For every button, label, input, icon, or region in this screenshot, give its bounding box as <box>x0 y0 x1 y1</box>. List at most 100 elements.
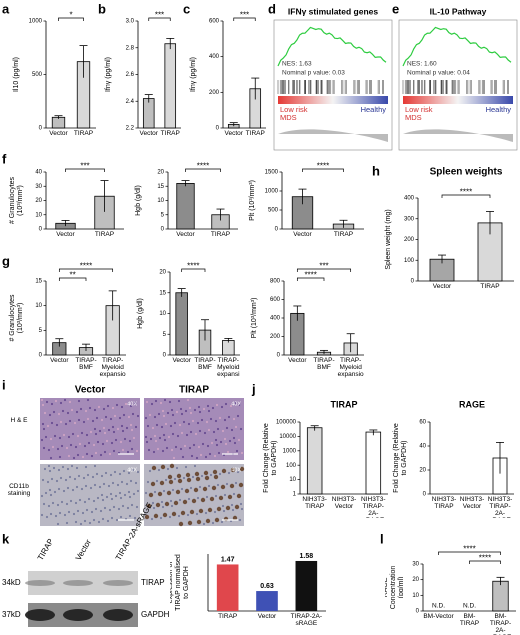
cell <box>110 516 114 520</box>
cell <box>208 452 212 456</box>
cell <box>236 414 240 418</box>
cell <box>94 451 98 455</box>
cell <box>112 449 116 453</box>
x-tick-label-box: BM-TIRAP-2A-sRAGE <box>490 613 512 635</box>
y-axis-label: # Granulocytes (10³/mm³) <box>9 294 24 342</box>
x-tick-label-box: Vector <box>140 130 158 137</box>
cell <box>75 410 79 414</box>
cell <box>103 431 107 435</box>
lane-label: TIRAP <box>36 537 56 562</box>
cell <box>157 412 161 416</box>
cell <box>239 427 243 431</box>
cell <box>166 467 170 471</box>
cell <box>56 447 60 451</box>
cell <box>62 433 66 437</box>
significance-label: *** <box>155 11 164 20</box>
enrichment-curve <box>402 26 512 67</box>
cell <box>233 441 237 445</box>
cell <box>151 465 157 471</box>
cell <box>228 439 232 443</box>
magnification: 40X <box>127 401 137 407</box>
cell <box>44 491 48 495</box>
cell <box>65 502 69 506</box>
cell <box>85 452 89 456</box>
cell <box>144 435 148 439</box>
cell <box>118 472 122 476</box>
cell <box>55 423 59 427</box>
cell <box>240 507 244 511</box>
y-axis-label-box: RAGE Concentration (pg/ml) <box>385 566 403 610</box>
x-tick-label: Vector <box>176 231 195 238</box>
cell <box>73 421 77 425</box>
cell <box>132 492 136 496</box>
cell <box>74 501 78 505</box>
cell <box>197 445 201 449</box>
y-tick-label: 10000 <box>279 434 296 440</box>
bar <box>306 427 323 495</box>
cell <box>164 422 168 426</box>
x-tick-label: NIH3T3-TIRAP <box>431 496 457 510</box>
cell <box>54 514 58 518</box>
cell <box>185 472 191 478</box>
cell <box>231 508 235 512</box>
cell <box>82 420 86 424</box>
cell <box>97 520 101 524</box>
cell <box>150 517 154 521</box>
y-tick-label: 500 <box>32 72 43 78</box>
cell <box>216 506 222 512</box>
cell <box>63 513 67 517</box>
cell <box>202 407 206 411</box>
cell <box>104 415 108 419</box>
cell <box>42 502 46 506</box>
magnification: 40X <box>127 467 137 473</box>
cell <box>78 442 82 446</box>
cell <box>169 463 175 469</box>
x-tick-label-box: TIRAP-Myeloid expansion <box>338 357 364 379</box>
cell <box>95 472 99 476</box>
cell <box>155 423 159 427</box>
y-tick-label: 600 <box>270 297 281 303</box>
column-label: TIRAP <box>179 385 209 396</box>
y-tick-label: 200 <box>270 334 281 340</box>
x-tick-label: NIH3T3-TIRAP-2A-sRAGE <box>361 496 386 518</box>
bar <box>142 98 155 129</box>
cell <box>51 445 55 449</box>
significance-bracket <box>438 551 501 555</box>
y-axis-label: Ifnγ (pg/ml) <box>190 57 197 93</box>
cell <box>191 419 195 423</box>
cell <box>93 408 97 412</box>
x-tick-label: TIRAP-2A-sRAGE <box>290 613 323 627</box>
cell <box>218 416 222 420</box>
cell <box>59 401 63 405</box>
panel-letter: g <box>2 253 10 268</box>
cell <box>156 447 160 451</box>
cell <box>186 477 192 483</box>
cell <box>40 438 44 442</box>
y-axis-label: Hgb (g/dl) <box>137 298 144 329</box>
band-protein: TIRAP <box>141 578 165 587</box>
x-tick-label: TIRAP <box>94 231 115 238</box>
cell <box>67 510 71 514</box>
cell <box>75 466 79 470</box>
cell <box>99 453 103 457</box>
cell <box>109 417 113 421</box>
cell <box>239 466 245 472</box>
x-tick-label-box: NIH3T3-Vector <box>332 496 357 510</box>
cell <box>203 470 209 476</box>
cell <box>55 479 59 483</box>
y-axis-label: Plt (10³/mm³) <box>249 180 256 221</box>
panel-letter: e <box>392 1 399 16</box>
cell <box>165 446 169 450</box>
cell <box>171 413 175 417</box>
cell <box>50 402 54 406</box>
cell <box>175 489 181 495</box>
cell <box>170 504 174 508</box>
cell <box>152 450 156 454</box>
cell <box>216 427 220 431</box>
cell <box>118 416 122 420</box>
cell <box>171 432 175 436</box>
x-tick-label: Vector <box>432 283 452 290</box>
y-axis-label-box: Hgb (g/dl) <box>135 185 142 216</box>
cell <box>102 407 106 411</box>
y-tick-label: 0 <box>39 126 43 132</box>
